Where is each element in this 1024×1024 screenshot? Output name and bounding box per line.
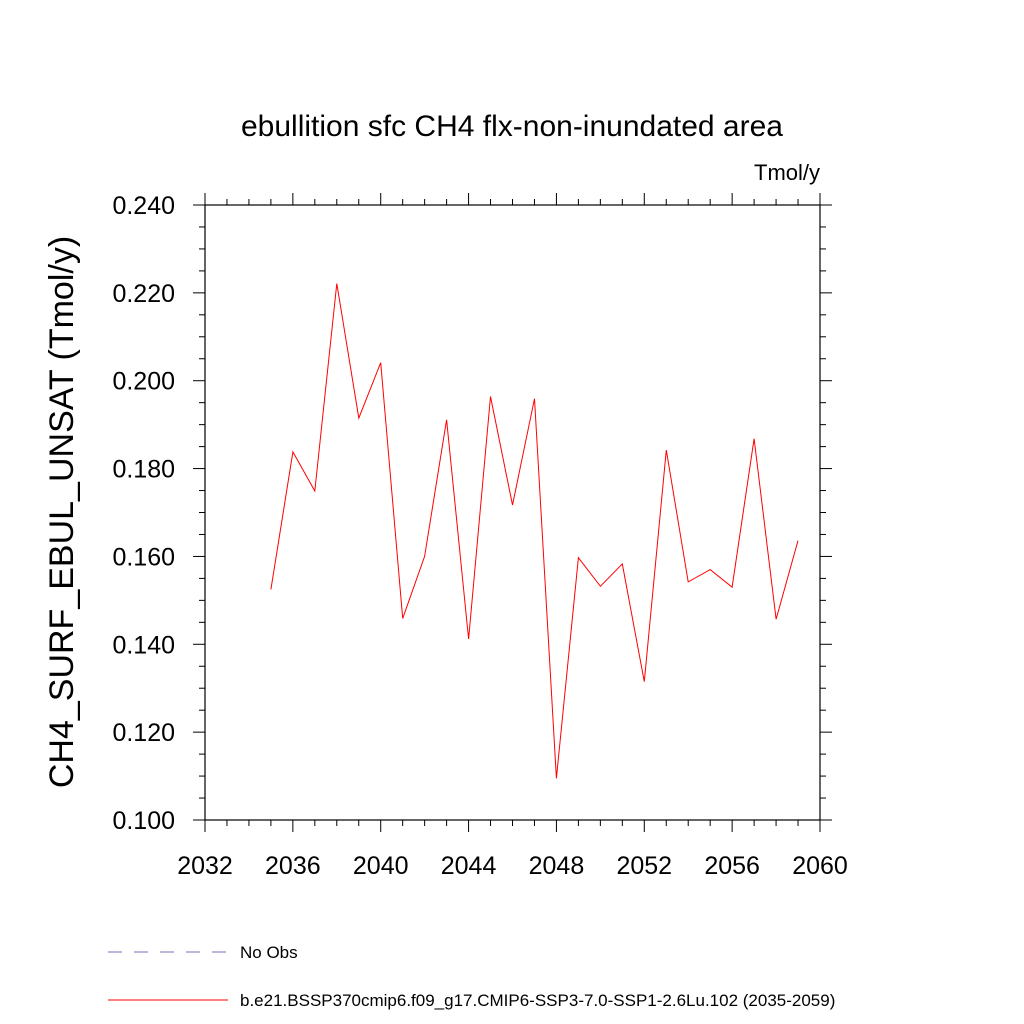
x-tick-label: 2048 [529, 852, 585, 880]
axis-tick-labels: 2032 2036 2040 2044 2048 2052 2056 2060 0.100 0.1… [112, 192, 847, 880]
axis-ticks [193, 193, 832, 832]
legend-label-series: b.e21.BSSP370cmip6.f09_g17.CMIP6-SSP3-7.… [240, 991, 835, 1010]
chart-title: ebullition sfc CH4 flx-non-inundated are… [241, 110, 783, 143]
y-tick-label: 0.200 [112, 368, 175, 396]
x-tick-label: 2032 [177, 852, 233, 880]
legend: No Obs b.e21.BSSP370cmip6.f09_g17.CMIP6-… [108, 943, 835, 1010]
y-tick-label: 0.120 [112, 719, 175, 747]
plot-frame [204, 204, 821, 821]
y-tick-label: 0.220 [112, 280, 175, 308]
x-tick-label: 2060 [792, 852, 848, 880]
x-tick-label: 2040 [353, 852, 409, 880]
y-tick-label: 0.180 [112, 456, 175, 484]
x-tick-label: 2052 [616, 852, 672, 880]
y-tick-label: 0.140 [112, 631, 175, 659]
series-line [270, 283, 799, 779]
legend-label-no-obs: No Obs [240, 943, 298, 962]
y-axis-label: CH4_SURF_EBUL_UNSAT (Tmol/y) [43, 236, 81, 788]
x-tick-label: 2044 [441, 852, 497, 880]
x-tick-label: 2056 [704, 852, 760, 880]
series-layer [270, 283, 799, 779]
y-tick-label: 0.160 [112, 543, 175, 571]
x-tick-label: 2036 [265, 852, 321, 880]
y-tick-label: 0.240 [112, 192, 175, 220]
y-tick-label: 0.100 [112, 807, 175, 835]
units-label: Tmol/y [754, 160, 820, 185]
